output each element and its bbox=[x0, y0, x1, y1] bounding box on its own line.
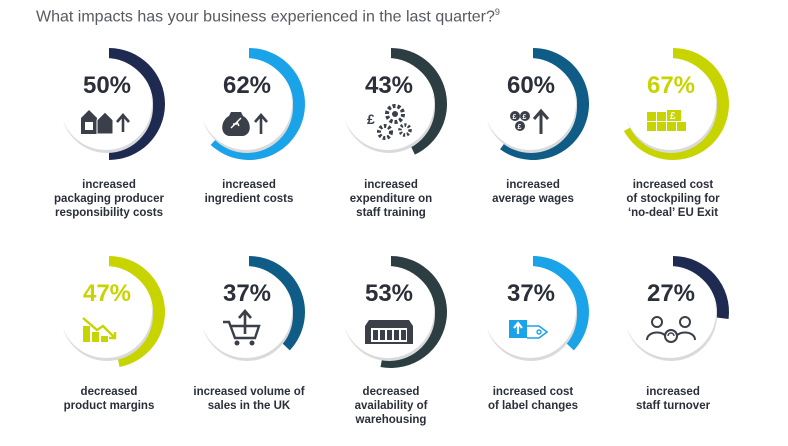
coins-up-icon: £ ££ bbox=[510, 108, 550, 134]
impact-description: increased ingredient costs bbox=[164, 178, 334, 206]
percent-label: 50% bbox=[82, 72, 132, 99]
description-line: ‘no-deal’ EU Exit bbox=[627, 207, 719, 219]
description-line: of stockpiling for bbox=[626, 193, 720, 205]
description-line: increased cost bbox=[492, 386, 574, 398]
donut-tile: 53% bbox=[334, 250, 474, 380]
svg-text:£: £ bbox=[518, 124, 522, 131]
svg-text:£: £ bbox=[513, 114, 517, 121]
donut-chart bbox=[60, 256, 166, 368]
percent-label: 47% bbox=[82, 280, 132, 307]
description-line: of label changes bbox=[487, 400, 579, 412]
impact-description: increased packaging producer responsibilit… bbox=[24, 178, 194, 220]
center-disc bbox=[484, 58, 576, 150]
svg-text:£: £ bbox=[367, 111, 375, 127]
center-disc bbox=[484, 266, 576, 358]
impact-description: increased cost of label changes bbox=[448, 385, 618, 413]
donut-tile: 37% bbox=[476, 250, 616, 380]
donut-arc bbox=[109, 256, 166, 368]
impact-description: increased average wages bbox=[448, 178, 618, 206]
description-line: increased bbox=[646, 386, 700, 398]
donut-chart bbox=[200, 48, 305, 160]
description-line: warehousing bbox=[355, 414, 427, 426]
donut-arc bbox=[210, 48, 305, 160]
description-line: sales in the UK bbox=[207, 400, 291, 412]
description-line: increased volume of bbox=[193, 386, 305, 398]
ingredient-sack-icon bbox=[222, 112, 268, 136]
donut-chart: £ bbox=[342, 48, 447, 155]
donut-tile: £67% bbox=[616, 42, 756, 172]
donut-tile: 62% bbox=[192, 42, 332, 172]
description-line: expenditure on bbox=[349, 193, 433, 205]
percent-label: 53% bbox=[364, 280, 414, 307]
percent-label: 37% bbox=[222, 280, 272, 307]
packaging-icon bbox=[81, 110, 130, 135]
staff-turnover-icon bbox=[646, 316, 696, 343]
donut-chart bbox=[60, 48, 165, 160]
warehouse-icon bbox=[365, 320, 413, 344]
description-line: decreased bbox=[362, 386, 420, 398]
donut-chart bbox=[342, 256, 447, 368]
donut-tile: 37% bbox=[192, 250, 332, 380]
description-line: ingredient costs bbox=[204, 193, 294, 205]
donut-chart: £ bbox=[623, 48, 729, 160]
impact-description: increased cost of stockpiling for ‘no-deal… bbox=[588, 178, 758, 220]
donut-arc bbox=[673, 256, 729, 320]
svg-text:£: £ bbox=[523, 114, 527, 121]
description-line: decreased bbox=[80, 386, 138, 398]
description-line: increased bbox=[82, 179, 136, 191]
impact-description: increased volume of sales in the UK bbox=[164, 385, 334, 413]
description-line: increased cost bbox=[632, 179, 714, 191]
gears-pound-icon: £ bbox=[367, 104, 412, 140]
shopping-cart-icon bbox=[223, 309, 261, 346]
donut-tile: 50% bbox=[52, 42, 192, 172]
donut-chart bbox=[200, 256, 305, 361]
description-line: staff turnover bbox=[635, 400, 711, 412]
description-line: increased bbox=[364, 179, 418, 191]
stockpile-boxes-icon: £ bbox=[647, 110, 686, 131]
page-title: What impacts has your business experienc… bbox=[36, 7, 500, 26]
percent-label: 60% bbox=[506, 72, 556, 99]
footnote-marker: 9 bbox=[494, 7, 500, 17]
percent-label: 67% bbox=[646, 72, 696, 99]
donut-tile: £ £ £60% bbox=[476, 42, 616, 172]
donut-arc bbox=[109, 48, 165, 160]
percent-label: 62% bbox=[222, 72, 272, 99]
percent-label: 37% bbox=[506, 280, 556, 307]
donut-arc bbox=[500, 48, 589, 160]
description-line: responsibility costs bbox=[54, 207, 163, 219]
description-line: increased bbox=[222, 179, 276, 191]
impact-description: increased staff turnover bbox=[588, 385, 758, 413]
impact-description: decreased product margins bbox=[24, 385, 194, 413]
donut-tile: 47% bbox=[52, 250, 192, 380]
impact-description: increased expenditure on staff training bbox=[306, 178, 476, 220]
description-line: availability of bbox=[354, 400, 428, 412]
percent-label: 43% bbox=[364, 72, 414, 99]
donut-chart: £ ££ bbox=[484, 48, 589, 160]
percent-label: 27% bbox=[646, 280, 696, 307]
donut-arc bbox=[380, 256, 447, 368]
donut-chart bbox=[624, 256, 729, 361]
impact-description: decreased availability of warehousing bbox=[306, 385, 476, 427]
label-tag-icon bbox=[509, 320, 549, 339]
svg-text:£: £ bbox=[670, 111, 676, 122]
description-line: staff training bbox=[356, 207, 426, 219]
donut-tile: 27% bbox=[616, 250, 756, 380]
description-line: packaging producer bbox=[54, 193, 164, 205]
donut-tile: £43% bbox=[334, 42, 474, 172]
description-line: increased bbox=[506, 179, 560, 191]
donut-chart bbox=[484, 256, 589, 361]
description-line: product margins bbox=[63, 400, 155, 412]
description-line: average wages bbox=[492, 193, 574, 205]
margin-decline-icon bbox=[82, 317, 117, 342]
donut-arc bbox=[391, 48, 447, 155]
